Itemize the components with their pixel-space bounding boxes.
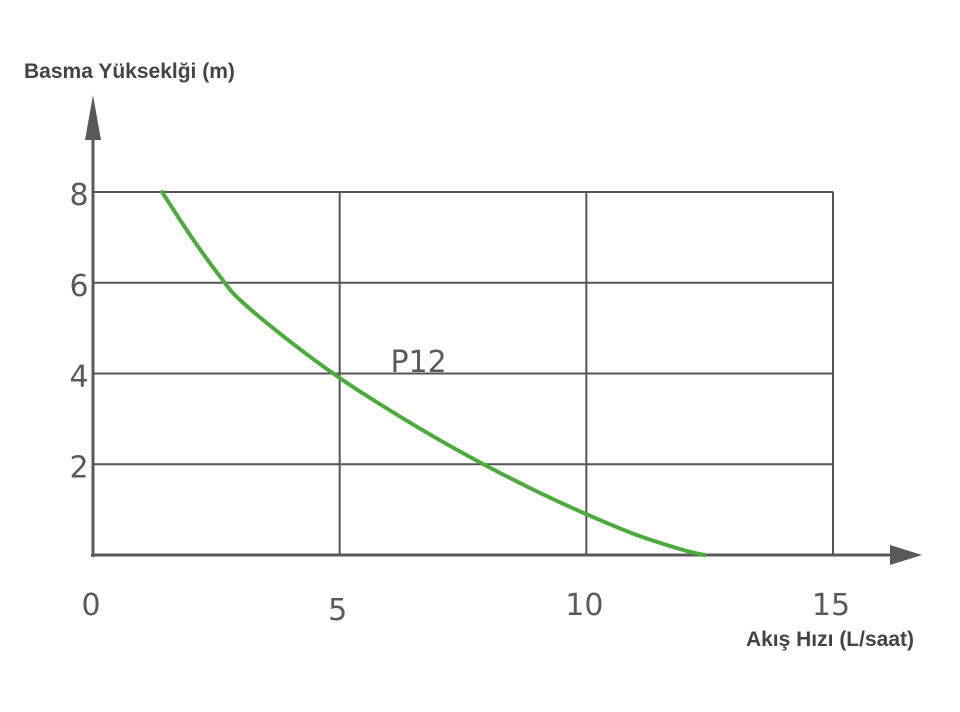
y-tick-label: 8 <box>69 178 88 213</box>
x-tick-label: 5 <box>328 593 347 628</box>
x-axis-arrow <box>890 545 922 565</box>
annotations: P12 <box>390 345 446 380</box>
y-tick-label: 6 <box>69 269 88 304</box>
x-tick-label: 15 <box>812 588 850 623</box>
grid-lines <box>93 191 834 555</box>
axes <box>85 95 922 565</box>
series-line-p12 <box>160 190 707 557</box>
series-layer <box>160 190 707 557</box>
tick-labels: 2 4 6 8 0 5 10 15 <box>69 178 850 628</box>
y-axis-arrow <box>85 95 101 140</box>
y-tick-label: 2 <box>69 450 88 485</box>
x-tick-label: 0 <box>81 588 100 623</box>
x-axis-label: Akış Hızı (L/saat) <box>746 628 914 651</box>
y-tick-label: 4 <box>69 360 88 395</box>
y-axis-label: Basma Yükseklği (m) <box>24 60 235 83</box>
x-tick-label: 10 <box>565 588 603 623</box>
series-annotation-label: P12 <box>390 345 446 380</box>
